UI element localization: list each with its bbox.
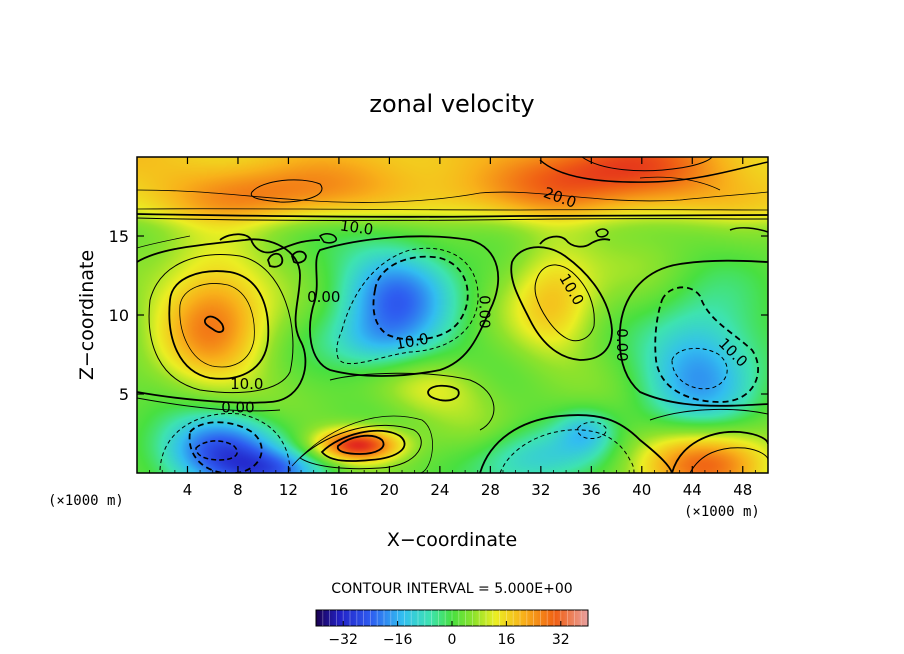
x-tick-label: 24 (430, 481, 449, 499)
x-tick-label: 8 (233, 481, 243, 499)
contour-line (188, 421, 263, 473)
contour-line (137, 208, 768, 211)
x-tick-label: 44 (683, 481, 702, 499)
contour-line (539, 235, 611, 248)
contour-line (291, 250, 307, 264)
contour-line (499, 429, 635, 473)
colorbar-tick-label: −16 (383, 632, 413, 648)
contour-line (671, 347, 728, 390)
contour-line (195, 440, 238, 461)
contour-line (539, 159, 768, 183)
contour-line (299, 424, 422, 470)
contour-line (618, 329, 768, 407)
contour-line (137, 238, 307, 404)
contour-line (372, 255, 469, 341)
colorbar-tick-label: 16 (497, 632, 515, 648)
x-tick-label: 32 (531, 481, 550, 499)
x-tick-label: 40 (632, 481, 651, 499)
colorbar-tick-label: −32 (328, 632, 358, 648)
contour-line (179, 283, 255, 368)
contour-line (329, 372, 495, 431)
colorbar-tick-label: 32 (552, 632, 570, 648)
colorbar-ticks: −32 −16 0 16 32 (328, 621, 570, 648)
contour-lines (137, 157, 768, 473)
x-units-left: (×1000 m) (48, 493, 124, 509)
contour-line (639, 176, 721, 191)
contour-line (510, 246, 613, 361)
contour-line (318, 233, 338, 244)
contour-line (203, 315, 225, 333)
contour-line (137, 235, 191, 249)
x-tick-label: 36 (582, 481, 601, 499)
contour-line (577, 421, 607, 439)
contour-label: 0.00 (307, 288, 340, 306)
contour-line (336, 247, 479, 365)
contour-line (291, 415, 433, 473)
contour-line (267, 252, 284, 268)
contour-line (168, 270, 270, 380)
contour-line (689, 447, 768, 473)
contour-line (336, 434, 385, 455)
x-tick-label: 20 (380, 481, 399, 499)
contour-line (219, 233, 321, 254)
x-tick-label: 12 (279, 481, 298, 499)
contour-label: 0.00 (221, 399, 254, 417)
contour-label: 0.00 (476, 295, 494, 328)
heatmap-field (137, 157, 768, 473)
contour-label: 10.0 (394, 330, 430, 354)
contour-interval-text: CONTOUR INTERVAL = 5.000E+00 (331, 581, 572, 597)
contour-line (649, 408, 768, 421)
contour-line (137, 217, 768, 221)
contour-line (671, 430, 768, 473)
y-tick-label: 15 (109, 227, 129, 246)
contour-line (137, 189, 768, 203)
x-units-right: (×1000 m) (684, 504, 760, 520)
contour-line (654, 286, 759, 403)
contour-line (250, 179, 323, 203)
contour-line (159, 412, 291, 473)
contour-line (148, 254, 294, 394)
contour-line (619, 259, 768, 331)
y-tick-label: 5 (119, 385, 129, 404)
x-tick-label: 28 (481, 481, 500, 499)
contour-line (534, 264, 595, 342)
contour-label: 10.0 (339, 216, 375, 238)
contour-line (479, 414, 673, 473)
contour-line (320, 429, 406, 462)
contour-line (137, 213, 768, 218)
contour-line (137, 397, 281, 412)
contour-line (427, 384, 460, 402)
contour-label: 10.0 (230, 375, 263, 393)
contour-line (595, 228, 609, 238)
y-tick-label: 10 (109, 306, 129, 325)
colorbar-tick-label: 0 (448, 632, 457, 648)
x-tick-label: 48 (733, 481, 752, 499)
contour-line (581, 157, 713, 172)
contour-label: 0.00 (613, 328, 631, 361)
y-axis-label: Z−coordinate (76, 250, 98, 380)
contour-line (729, 227, 768, 233)
x-axis-label: X−coordinate (387, 529, 517, 551)
chart-title: zonal velocity (369, 90, 534, 118)
x-tick-label: 4 (183, 481, 193, 499)
x-tick-label: 16 (329, 481, 348, 499)
contour-line (309, 235, 499, 377)
